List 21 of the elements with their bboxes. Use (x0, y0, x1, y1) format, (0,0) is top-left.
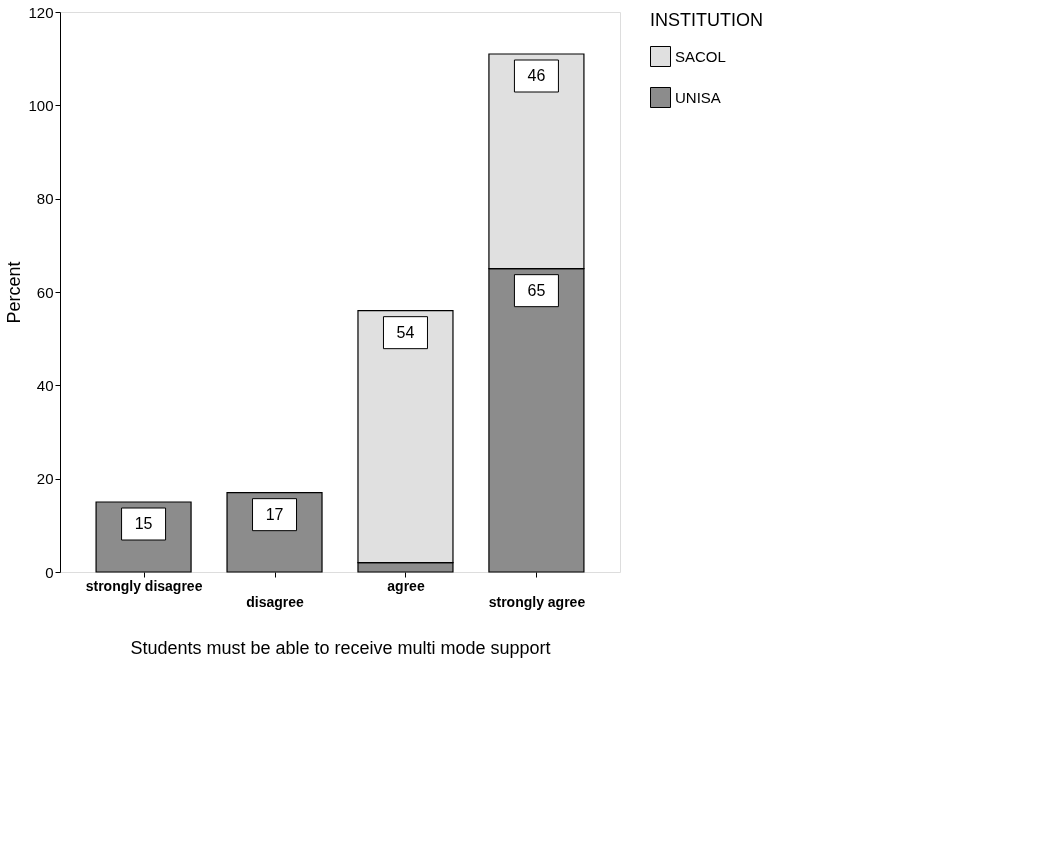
y-tick-label: 0 (45, 563, 54, 581)
x-axis-title: Students must be able to receive multi mode support (130, 637, 551, 658)
y-tick-label: 20 (36, 470, 54, 488)
data-label: 46 (527, 67, 546, 84)
y-tick-label: 40 (36, 376, 54, 394)
y-axis-title: Percent (4, 261, 25, 324)
y-tick-label: 100 (28, 96, 54, 114)
legend-label: UNISA (675, 88, 721, 106)
x-tick-label: strongly disagree (85, 577, 203, 594)
y-tick-label: 80 (36, 190, 54, 208)
data-label: 17 (265, 505, 284, 523)
y-tick-label: 60 (36, 283, 54, 301)
legend-label: SACOL (675, 47, 726, 65)
data-label: 15 (134, 515, 153, 532)
x-tick-label: strongly agree (488, 593, 586, 610)
legend-title: INSTITUTION (650, 10, 763, 30)
data-label: 54 (396, 323, 415, 341)
x-tick-label: disagree (246, 593, 305, 610)
x-tick-label: agree (387, 577, 425, 594)
y-tick-label: 120 (28, 3, 54, 21)
data-label: 65 (527, 281, 546, 299)
